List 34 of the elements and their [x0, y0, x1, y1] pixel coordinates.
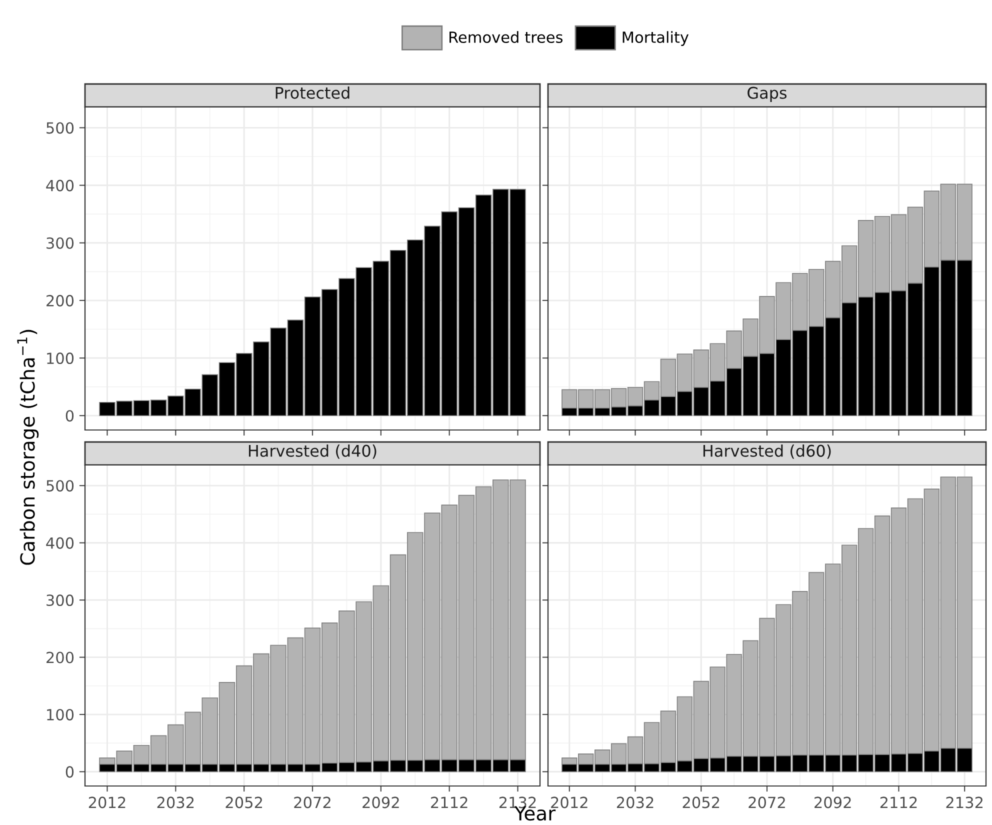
y-tick-label: 0 [66, 410, 74, 422]
x-tick-label: 2092 [362, 796, 399, 808]
chart-title: Gaps [748, 86, 787, 102]
y-tick-label: 500 [46, 122, 74, 134]
y-tick-label: 200 [46, 652, 74, 664]
y-tick-label: 400 [46, 180, 74, 192]
x-tick-label: 2012 [551, 796, 588, 808]
x-tick-label: 2032 [616, 796, 654, 808]
x-tick-label: 2052 [226, 796, 262, 808]
legend-label: Removed trees [450, 31, 563, 43]
x-tick-label: 2072 [748, 796, 785, 808]
chart-title: Harvested (d60) [703, 444, 831, 459]
y-tick-label: 400 [46, 537, 74, 549]
x-axis-title: Year [514, 806, 556, 821]
y-tick-label: 200 [46, 294, 74, 306]
x-tick-label: 2112 [431, 796, 468, 808]
y-tick-label: 100 [47, 352, 74, 364]
y-tick-label: 500 [46, 480, 74, 492]
y-tick-label: 0 [66, 766, 74, 778]
x-tick-label: 2132 [946, 796, 983, 808]
y-tick-label: 100 [47, 708, 74, 720]
x-tick-label: 2032 [157, 796, 194, 808]
legend-label: Mortality [622, 31, 689, 46]
chart-title: Harvested (d40) [248, 444, 376, 459]
x-tick-label: 2092 [814, 796, 851, 808]
x-tick-label: 2012 [88, 796, 126, 808]
x-tick-label: 2112 [880, 796, 917, 808]
x-tick-label: 2052 [682, 796, 720, 808]
chart-title: Protected [276, 86, 350, 99]
y-tick-label: 300 [46, 594, 74, 606]
y-tick-label: 300 [46, 237, 74, 249]
y-axis-title: Carbon storage (tCha$^{−1}$) [17, 330, 39, 565]
x-tick-label: 2072 [294, 796, 330, 808]
x-tick-label: 2132 [499, 796, 536, 808]
